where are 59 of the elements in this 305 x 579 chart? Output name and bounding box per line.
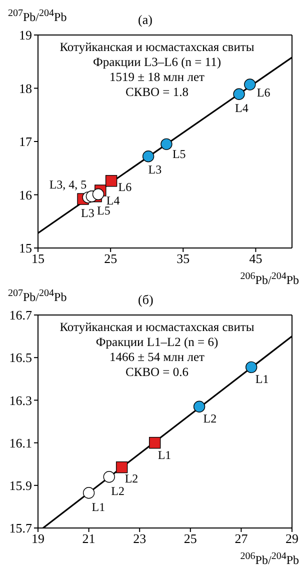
point [148,436,161,449]
x-tick-label: 27 [234,531,248,546]
y-tick-label: 15.9 [9,478,32,494]
annotation: L1 [158,448,172,462]
x-tick-label: 21 [82,531,96,546]
annotation: СКВО = 0.6 [126,365,188,379]
chart-title: (а) [138,12,152,28]
annotation: L2 [111,484,124,498]
annotation: L2 [203,412,217,426]
x-tick-label: 25 [104,251,118,266]
annotation: 1466 ± 54 млн лет [108,350,206,365]
annotation: L6 [118,180,132,194]
point [193,400,206,412]
y-axis-title: $^{207}$Pb/$^{204}$Pb [8,288,67,305]
annotation: L3 [80,206,94,220]
point [116,461,128,474]
x-tick-label: 25 [184,531,197,546]
point [82,487,95,499]
annotation: L2 [124,471,138,486]
y-tick-label: 16.1 [9,435,32,450]
y-tick-label: 16.7 [9,308,32,323]
annotation: L1 [255,372,269,386]
x-axis-title: $^{206}$Pb/$^{204}$Pb [240,271,299,288]
annotation: L4 [235,101,248,116]
point [160,138,172,150]
x-tick-label: 15 [32,251,44,266]
annotation: Котуйканская и юсмастахская свиты [58,40,256,55]
y-tick-label: 15 [19,240,32,256]
annotation: L3, 4, 5 [49,177,87,192]
annotation: Котуйканская и юсмастахская свиты [58,320,256,335]
annotation: 1519 ± 18 млн лет [108,70,206,85]
point [246,361,258,374]
y-tick-label: 16 [19,187,32,202]
chart-title: (б) [138,292,154,308]
annotation: L6 [256,86,270,100]
y-tick-label: 17 [19,134,32,150]
annotation: СКВО = 1.8 [126,85,188,99]
y-tick-label: 18 [19,80,32,96]
y-tick-label: 19 [19,28,32,43]
annotation: L1 [92,500,106,514]
y-axis-title: $^{207}$Pb/$^{204}$Pb [8,8,67,25]
point [142,150,154,162]
x-tick-label: 35 [176,251,190,266]
x-tick-label: 23 [133,531,146,546]
y-tick-label: 16.3 [9,392,32,408]
point [105,175,118,187]
x-axis-title: $^{206}$Pb/$^{204}$Pb [240,551,299,568]
annotation: Фракции L3–L6 (n = 11) [92,55,222,70]
x-tick-label: 19 [32,531,44,546]
point [103,471,115,483]
y-tick-label: 15.7 [9,520,32,536]
x-tick-label: 45 [249,251,262,266]
y-tick-label: 16.5 [9,350,32,366]
annotation: Фракции L1–L2 (n = 6) [94,335,220,350]
annotation: L3 [148,162,162,176]
x-tick-label: 29 [286,531,298,546]
point [244,78,256,90]
point [233,88,245,100]
annotation: L5 [172,147,186,162]
